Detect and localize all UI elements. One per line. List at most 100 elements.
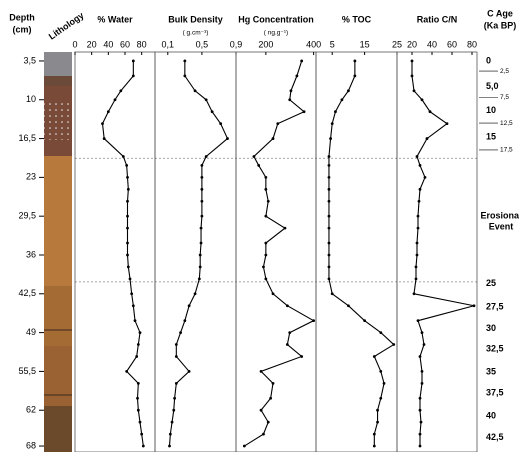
data-point bbox=[199, 266, 202, 269]
x-tick-label: 20 bbox=[87, 39, 97, 49]
data-point bbox=[416, 155, 419, 158]
profile-line bbox=[103, 61, 144, 446]
data-point bbox=[416, 254, 419, 257]
data-point bbox=[260, 370, 263, 373]
panel-title: % Water bbox=[97, 14, 133, 24]
data-point bbox=[183, 319, 186, 322]
data-point bbox=[264, 188, 267, 191]
data-point bbox=[300, 355, 303, 358]
data-point bbox=[272, 382, 275, 385]
data-point bbox=[188, 304, 191, 307]
x-tick-label: 0,5 bbox=[196, 39, 209, 49]
data-point bbox=[219, 122, 222, 125]
depth-label: (cm) bbox=[12, 24, 31, 34]
data-point bbox=[199, 254, 202, 257]
data-point bbox=[288, 98, 291, 101]
data-point bbox=[328, 266, 331, 269]
data-point bbox=[328, 200, 331, 203]
data-point bbox=[290, 89, 293, 92]
chart: Depth (cm) Lithology C Age (Ka BP) Erosi… bbox=[0, 0, 519, 452]
data-point bbox=[411, 60, 414, 63]
y-tick-label: 16,5 bbox=[18, 133, 36, 143]
event-label: Event bbox=[489, 221, 514, 231]
data-point bbox=[419, 409, 422, 412]
data-point bbox=[137, 382, 140, 385]
data-point bbox=[417, 227, 420, 230]
data-point bbox=[328, 277, 331, 280]
y-tick-label: 68 bbox=[26, 440, 36, 450]
depth-label: Depth bbox=[9, 12, 35, 22]
data-point bbox=[126, 227, 129, 230]
data-point bbox=[415, 277, 418, 280]
age-tick-label: 40 bbox=[486, 411, 496, 421]
data-point bbox=[419, 188, 422, 191]
y-tick-label: 49 bbox=[26, 327, 36, 337]
data-point bbox=[429, 110, 432, 113]
age-tick-label: 15 bbox=[486, 132, 496, 142]
panel-unit: ( ng.g⁻¹) bbox=[264, 30, 288, 37]
data-point bbox=[200, 176, 203, 179]
age-tick-label: 5,0 bbox=[486, 81, 499, 91]
data-point bbox=[183, 74, 186, 77]
age-minor-label: 7,5 bbox=[500, 94, 509, 101]
panel-title: Ratio C/N bbox=[417, 14, 458, 24]
data-point bbox=[341, 98, 344, 101]
data-point bbox=[130, 292, 133, 295]
y-tick-label: 62 bbox=[26, 405, 36, 415]
y-tick-label: 42,5 bbox=[18, 288, 36, 298]
x-tick-label: 200 bbox=[258, 39, 273, 49]
data-point bbox=[119, 89, 122, 92]
data-point bbox=[328, 188, 331, 191]
age-tick-label: 30 bbox=[486, 323, 496, 333]
data-point bbox=[136, 397, 139, 400]
data-point bbox=[183, 60, 186, 63]
y-tick-label: 3,5 bbox=[23, 55, 36, 65]
data-point bbox=[379, 397, 382, 400]
x-tick-label: 0,9 bbox=[230, 39, 243, 49]
data-point bbox=[446, 122, 449, 125]
age-minor-label: 2,5 bbox=[500, 68, 509, 75]
data-point bbox=[419, 355, 422, 358]
age-label: (Ka BP) bbox=[484, 20, 517, 30]
data-point bbox=[421, 370, 424, 373]
data-point bbox=[205, 98, 208, 101]
data-point bbox=[125, 164, 128, 167]
data-point bbox=[419, 397, 422, 400]
panel-frame bbox=[316, 52, 397, 452]
data-point bbox=[328, 215, 331, 218]
age-tick-label: 10 bbox=[486, 105, 496, 115]
data-point bbox=[421, 98, 424, 101]
y-tick-label: 29,5 bbox=[18, 211, 36, 221]
panel-title: Bulk Density bbox=[168, 14, 223, 24]
data-point bbox=[473, 304, 476, 307]
data-point bbox=[295, 74, 298, 77]
lithology-column bbox=[44, 52, 72, 452]
data-point bbox=[303, 110, 306, 113]
data-point bbox=[272, 292, 275, 295]
data-point bbox=[426, 137, 429, 140]
data-point bbox=[139, 331, 142, 334]
data-point bbox=[188, 370, 191, 373]
data-point bbox=[132, 74, 135, 77]
data-point bbox=[413, 292, 416, 295]
data-point bbox=[328, 155, 331, 158]
data-point bbox=[135, 355, 138, 358]
data-point bbox=[419, 445, 422, 448]
data-point bbox=[134, 319, 137, 322]
data-point bbox=[200, 227, 203, 230]
data-point bbox=[262, 433, 265, 436]
data-point bbox=[129, 277, 132, 280]
panel-frame bbox=[75, 52, 155, 452]
data-point bbox=[353, 60, 356, 63]
data-point bbox=[264, 242, 267, 245]
data-point bbox=[373, 433, 376, 436]
y-tick-label: 36 bbox=[26, 249, 36, 259]
data-point bbox=[424, 176, 427, 179]
data-point bbox=[419, 164, 422, 167]
data-point bbox=[363, 319, 366, 322]
data-point bbox=[169, 433, 172, 436]
data-point bbox=[328, 227, 331, 230]
data-point bbox=[416, 242, 419, 245]
data-point bbox=[276, 122, 279, 125]
data-point bbox=[312, 319, 315, 322]
